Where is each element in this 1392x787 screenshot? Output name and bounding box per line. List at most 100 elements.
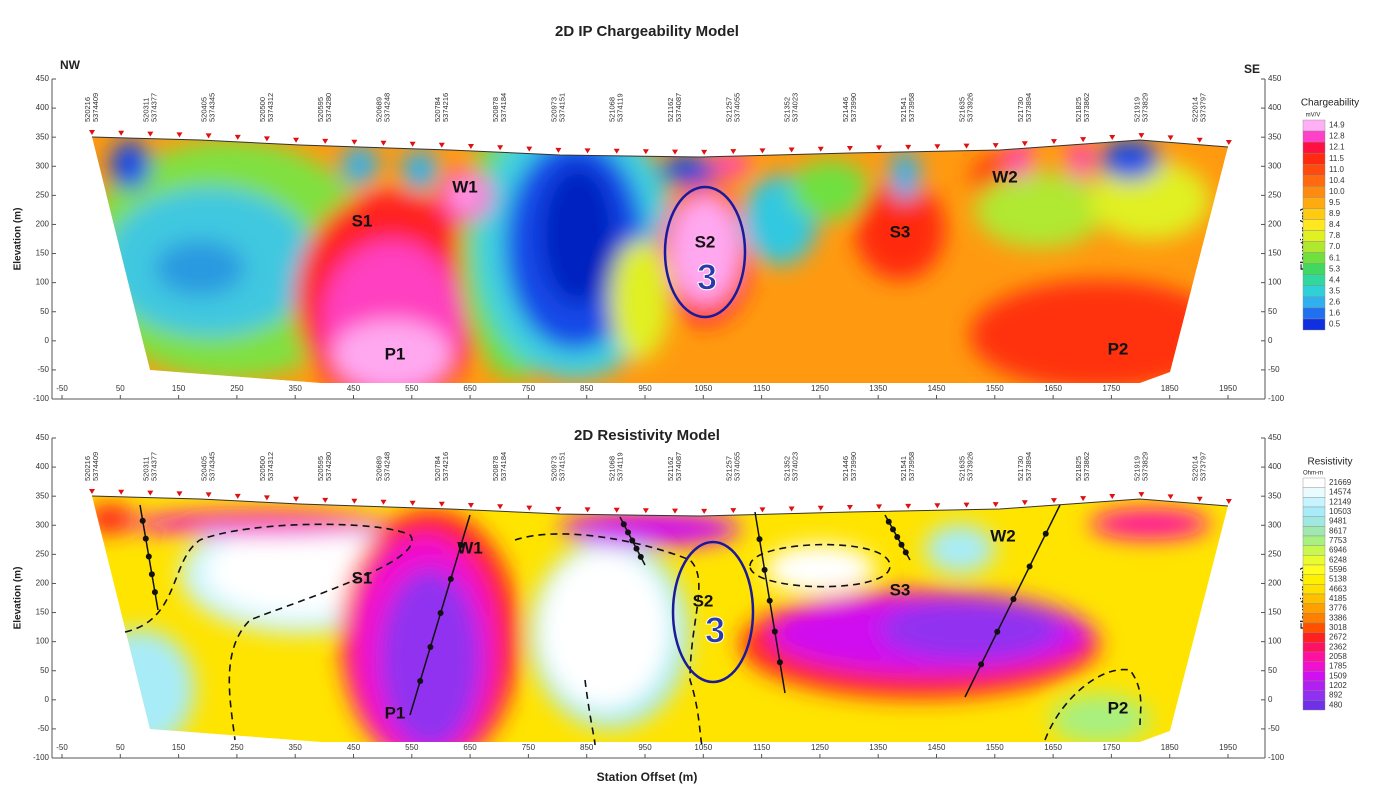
x-tick-label: 650 [463, 743, 477, 752]
colorbar-label: 8617 [1329, 526, 1347, 535]
annotation: S3 [890, 222, 911, 241]
y-tick-label: 150 [1268, 608, 1282, 617]
y-tick-label: -50 [37, 724, 49, 733]
station-marker [526, 146, 533, 152]
fault-tick [620, 521, 627, 528]
x-tick-label: 250 [230, 384, 244, 393]
station-marker [934, 144, 941, 150]
panel-title: 2D IP Chargeability Model [555, 23, 739, 40]
colorbar-swatch [1302, 197, 1326, 209]
colorbar-label: 892 [1329, 691, 1343, 700]
anomaly [970, 280, 1228, 383]
anomaly [130, 512, 390, 536]
station-marker [584, 507, 591, 513]
station-marker [293, 137, 300, 143]
station-marker [234, 134, 241, 140]
station-northing: 5374184 [499, 93, 508, 122]
station-marker [351, 498, 358, 504]
annotation: P1 [385, 344, 406, 363]
station-marker [701, 508, 708, 514]
colorbar-swatch [1302, 130, 1326, 143]
station-northing: 5374087 [674, 93, 683, 122]
x-tick-label: 50 [116, 743, 125, 752]
annotation: S2 [695, 232, 716, 251]
anomaly [669, 195, 741, 305]
station-marker [905, 144, 912, 150]
y-tick-label: 250 [1268, 549, 1282, 558]
station-marker [1138, 133, 1145, 139]
fault-tick [776, 659, 783, 666]
colorbar-label: 2672 [1329, 633, 1347, 642]
y-tick-label: 450 [1268, 74, 1282, 83]
x-tick-label: 850 [580, 743, 594, 752]
fault-tick [148, 571, 155, 578]
station-marker [788, 506, 795, 512]
fault-tick [142, 535, 149, 542]
anomaly [975, 172, 1105, 248]
annotation: P2 [1108, 339, 1129, 358]
station-northing: 5374280 [324, 452, 333, 481]
fault-tick [766, 597, 773, 604]
station-northing: 5373862 [1082, 452, 1091, 481]
annotation: W1 [457, 538, 483, 557]
colorbar-label: 12149 [1329, 497, 1352, 506]
annotation: P1 [385, 703, 406, 722]
station-marker [351, 139, 358, 145]
station-marker [1080, 137, 1087, 143]
x-tick-label: 950 [638, 743, 652, 752]
y-tick-label: 300 [1268, 161, 1282, 170]
anomaly [402, 150, 438, 190]
anomaly [1090, 509, 1210, 539]
station-easting: 521919 [1132, 456, 1141, 481]
x-tick-label: 150 [172, 384, 186, 393]
station-easting: 521825 [1074, 456, 1083, 481]
station-northing: 5374055 [732, 93, 741, 122]
station-marker [672, 508, 678, 514]
y-tick-label: -50 [1268, 365, 1280, 374]
colorbar-swatch [1302, 584, 1326, 595]
station-marker [1167, 494, 1174, 500]
station-marker [409, 141, 416, 147]
station-northing: 5374409 [91, 93, 100, 122]
station-easting: 522014 [1191, 456, 1200, 481]
colorbar-swatch [1302, 690, 1326, 701]
colorbar-swatch [1302, 186, 1326, 198]
station-easting: 520311 [141, 457, 150, 481]
station-northing: 5373829 [1140, 452, 1149, 481]
station-marker [846, 146, 853, 152]
x-tick-label: 750 [522, 743, 536, 752]
y-tick-label: 50 [40, 666, 49, 675]
station-easting: 520216 [83, 97, 92, 122]
station-easting: 520216 [83, 456, 92, 481]
y-axis-label: Elevation (m) [13, 208, 24, 271]
colorbar-title: Resistivity [1307, 457, 1352, 468]
colorbar-label: 7.0 [1329, 242, 1341, 251]
x-tick-label: 1750 [1103, 384, 1121, 393]
y-tick-label: 0 [1268, 336, 1273, 345]
y-tick-label: 200 [1268, 220, 1282, 229]
colorbar-label: 14574 [1329, 488, 1352, 497]
anomaly [1100, 140, 1160, 180]
colorbar-swatch [1302, 700, 1326, 711]
station-marker [759, 507, 766, 513]
colorbar-swatch [1302, 613, 1326, 624]
fault-tick [902, 549, 909, 556]
x-tick-label: 450 [347, 743, 361, 752]
station-northing: 5373894 [1024, 93, 1033, 122]
station-northing: 5374312 [266, 452, 275, 481]
station-easting: 520405 [200, 97, 209, 122]
y-tick-label: 0 [45, 336, 50, 345]
station-marker [1021, 141, 1028, 147]
anomaly [1090, 160, 1210, 240]
x-tick-label: 1250 [811, 743, 829, 752]
colorbar-swatch [1302, 141, 1326, 154]
station-easting: 520689 [374, 97, 383, 122]
station-marker [934, 503, 941, 509]
station-northing: 5374151 [557, 452, 566, 481]
y-tick-label: 300 [36, 161, 50, 170]
y-tick-label: 150 [36, 249, 50, 258]
colorbar-swatch [1302, 274, 1326, 286]
station-marker [89, 489, 95, 494]
y-tick-label: -100 [33, 753, 50, 762]
station-marker [1167, 135, 1174, 141]
